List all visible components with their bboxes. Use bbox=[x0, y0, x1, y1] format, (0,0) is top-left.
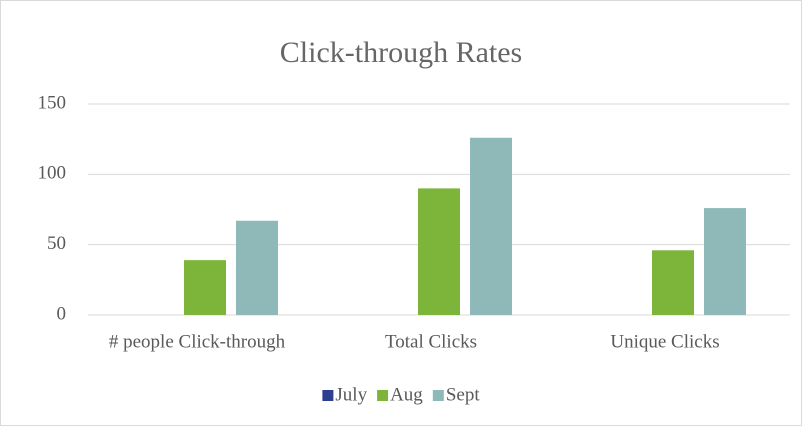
bar bbox=[184, 260, 226, 315]
legend-label: Sept bbox=[446, 384, 481, 405]
bar bbox=[704, 208, 746, 315]
x-tick-label: Unique Clicks bbox=[610, 331, 719, 352]
legend-label: Aug bbox=[390, 384, 423, 405]
legend-swatch bbox=[377, 390, 389, 401]
y-tick-label: 100 bbox=[38, 163, 67, 184]
bar bbox=[470, 137, 512, 315]
x-tick-label: Total Clicks bbox=[385, 331, 477, 352]
chart-title: Click-through Rates bbox=[280, 36, 522, 69]
x-tick-label: # people Click-through bbox=[109, 331, 286, 352]
legend-swatch bbox=[322, 390, 334, 401]
bar bbox=[236, 220, 278, 315]
legend-label: July bbox=[335, 384, 367, 405]
legend-swatch bbox=[432, 390, 444, 401]
y-tick-label: 50 bbox=[47, 233, 66, 254]
y-tick-label: 150 bbox=[38, 92, 67, 113]
bar bbox=[418, 188, 460, 315]
bar bbox=[652, 250, 694, 315]
y-tick-label: 0 bbox=[57, 303, 67, 324]
